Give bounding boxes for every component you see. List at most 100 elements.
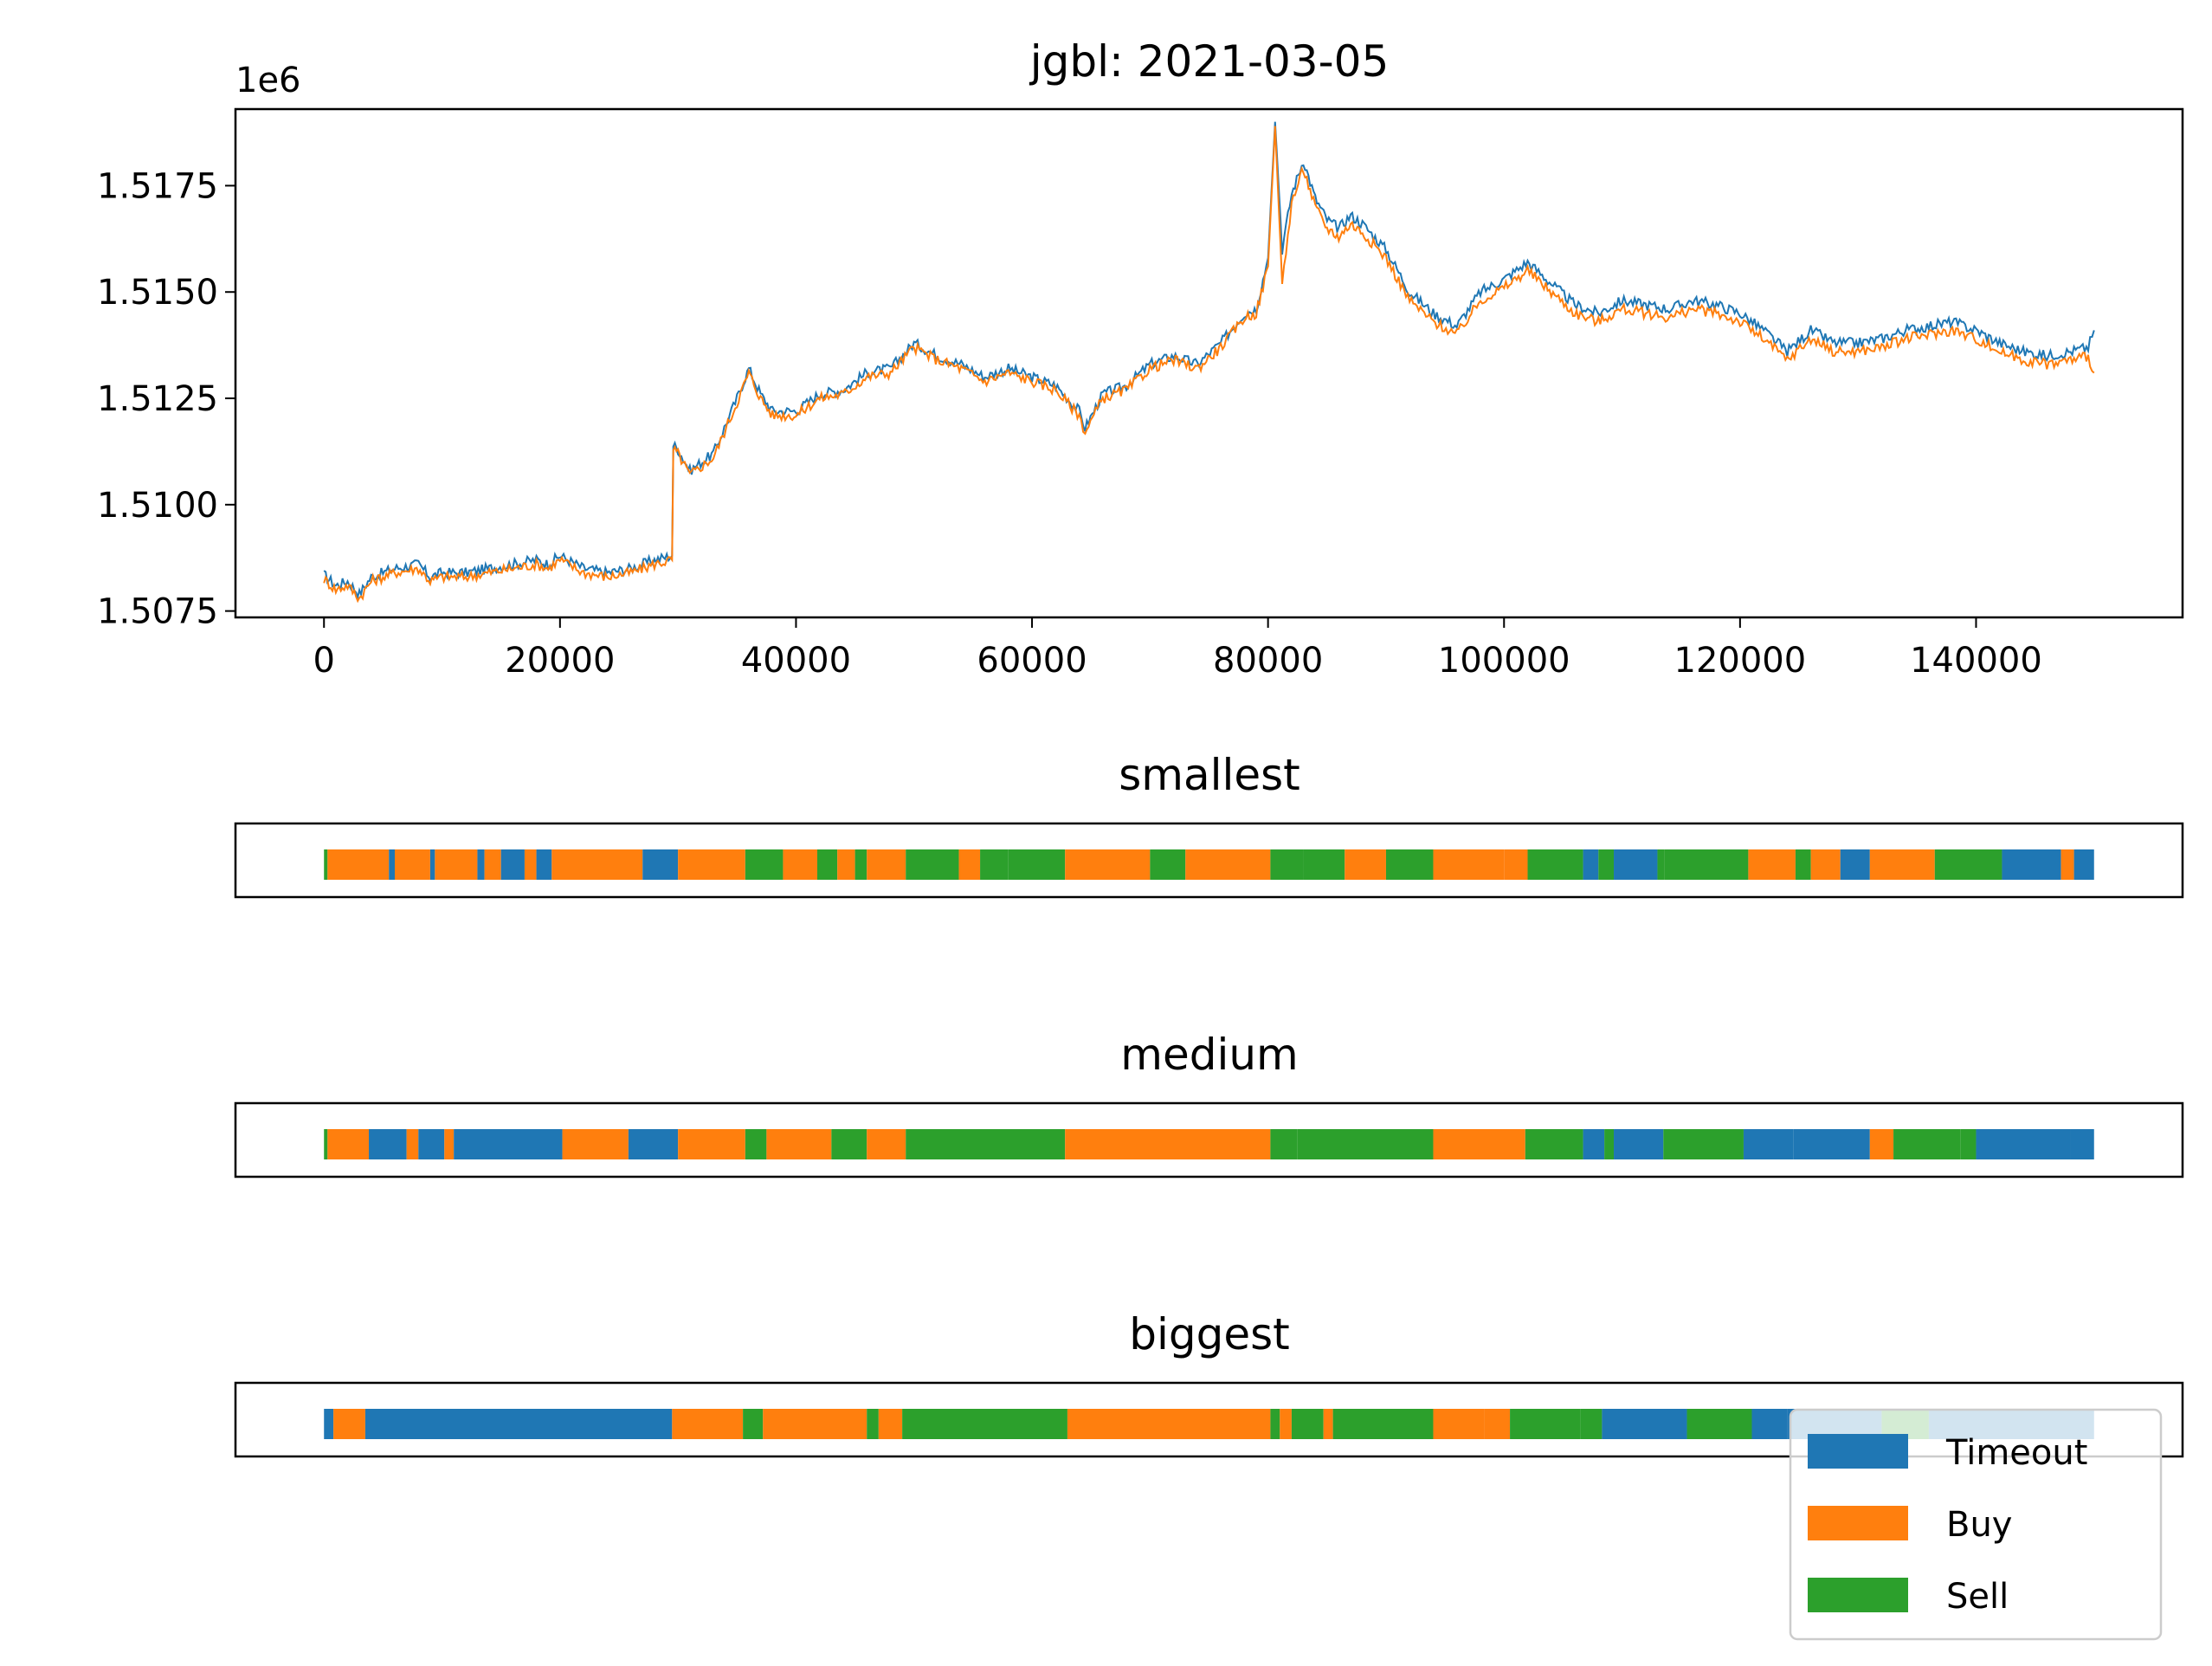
medium-segment <box>831 1129 867 1159</box>
medium-segment <box>1793 1129 1870 1159</box>
smallest-segment <box>1795 849 1811 880</box>
biggest-segment <box>1602 1409 1687 1439</box>
medium-segment <box>1270 1129 1298 1159</box>
smallest-frame <box>234 822 2184 899</box>
smallest-segment <box>678 849 745 880</box>
biggest-segment <box>902 1409 1067 1439</box>
smallest-segment <box>524 849 537 880</box>
smallest-segment <box>1385 849 1434 880</box>
smallest-segment <box>435 849 478 880</box>
smallest-segment <box>867 849 906 880</box>
smallest-segment <box>2073 849 2094 880</box>
legend-swatch-timeout <box>1808 1434 1908 1469</box>
medium-segment <box>1614 1129 1664 1159</box>
medium-segment <box>1976 1129 2071 1159</box>
medium-title: medium <box>1120 1030 1299 1080</box>
legend-label-timeout: Timeout <box>1945 1433 2087 1473</box>
x-tick-label: 0 <box>313 641 335 681</box>
x-tick-label: 120000 <box>1674 641 1807 681</box>
biggest-segment <box>763 1409 867 1439</box>
biggest-title: biggest <box>1129 1309 1290 1359</box>
biggest-segment <box>1751 1409 1788 1439</box>
medium-segment <box>324 1129 328 1159</box>
smallest-segment <box>327 849 390 880</box>
biggest-frame <box>234 1381 2184 1458</box>
biggest-segment <box>1433 1409 1485 1439</box>
smallest-segment <box>1303 849 1345 880</box>
medium-segment <box>562 1129 629 1159</box>
medium-segment <box>867 1129 906 1159</box>
smallest-segment <box>906 849 959 880</box>
y-tick-label: 1.5075 <box>97 592 218 632</box>
medium-segment <box>327 1129 370 1159</box>
smallest-strip <box>234 822 2184 899</box>
medium-segment <box>1583 1129 1605 1159</box>
biggest-segment <box>1270 1409 1280 1439</box>
medium-segment <box>444 1129 455 1159</box>
smallest-segment <box>1810 849 1841 880</box>
smallest-segment <box>551 849 643 880</box>
medium-segment <box>1525 1129 1583 1159</box>
smallest-segment <box>1008 849 1066 880</box>
medium-strip <box>234 1101 2184 1178</box>
smallest-segment <box>1185 849 1271 880</box>
x-tick-label: 60000 <box>977 641 1087 681</box>
smallest-segment <box>783 849 817 880</box>
smallest-segment <box>429 849 435 880</box>
biggest-segment <box>867 1409 879 1439</box>
y-offset-label: 1e6 <box>235 61 301 100</box>
biggest-segment <box>1510 1409 1581 1439</box>
x-tick-label: 100000 <box>1438 641 1570 681</box>
medium-segment <box>454 1129 563 1159</box>
medium-segment <box>418 1129 445 1159</box>
legend-swatch-buy <box>1808 1506 1908 1540</box>
smallest-segment <box>980 849 1009 880</box>
smallest-segment <box>1583 849 1599 880</box>
medium-segment <box>1893 1129 1961 1159</box>
smallest-segment <box>2002 849 2061 880</box>
smallest-segment <box>816 849 838 880</box>
legend-label-buy: Buy <box>1946 1505 2012 1545</box>
smallest-segment <box>536 849 552 880</box>
price-plot: 0 20000 40000 60000 80000 100000 120000 140000 1… <box>97 107 2184 681</box>
smallest-segment <box>2060 849 2074 880</box>
biggest-segment <box>1067 1409 1271 1439</box>
biggest-segment <box>1332 1409 1434 1439</box>
smallest-segment <box>500 849 525 880</box>
medium-segment <box>628 1129 679 1159</box>
medium-segment <box>906 1129 1066 1159</box>
legend-swatch-sell <box>1808 1578 1908 1612</box>
smallest-segment <box>484 849 501 880</box>
medium-segment <box>1065 1129 1271 1159</box>
y-tick-label: 1.5125 <box>97 379 218 419</box>
biggest-segment <box>364 1409 673 1439</box>
y-tick-label: 1.5150 <box>97 273 218 313</box>
biggest-segment <box>1484 1409 1511 1439</box>
smallest-segment <box>1869 849 1935 880</box>
x-tick-label: 140000 <box>1910 641 2042 681</box>
price-series-line-2 <box>323 126 2095 604</box>
x-tick-label: 40000 <box>741 641 851 681</box>
medium-segment <box>1743 1129 1794 1159</box>
y-tick-label: 1.5175 <box>97 166 218 206</box>
smallest-segment <box>389 849 396 880</box>
smallest-segment <box>1614 849 1658 880</box>
biggest-segment <box>672 1409 744 1439</box>
smallest-segment <box>837 849 855 880</box>
smallest-segment <box>1527 849 1583 880</box>
smallest-segment <box>1598 849 1615 880</box>
legend-label-sell: Sell <box>1946 1577 2009 1617</box>
smallest-segment <box>854 849 867 880</box>
biggest-segment <box>743 1409 764 1439</box>
main-title: jgbl: 2021-03-05 <box>1029 36 1390 87</box>
medium-segment <box>678 1129 745 1159</box>
medium-segment <box>1869 1129 1894 1159</box>
medium-segment <box>1433 1129 1525 1159</box>
smallest-segment <box>1345 849 1386 880</box>
biggest-segment <box>324 1409 334 1439</box>
smallest-segment <box>642 849 679 880</box>
medium-segment <box>766 1129 832 1159</box>
medium-segment <box>1663 1129 1744 1159</box>
smallest-segment <box>1065 849 1151 880</box>
smallest-segment <box>1433 849 1505 880</box>
